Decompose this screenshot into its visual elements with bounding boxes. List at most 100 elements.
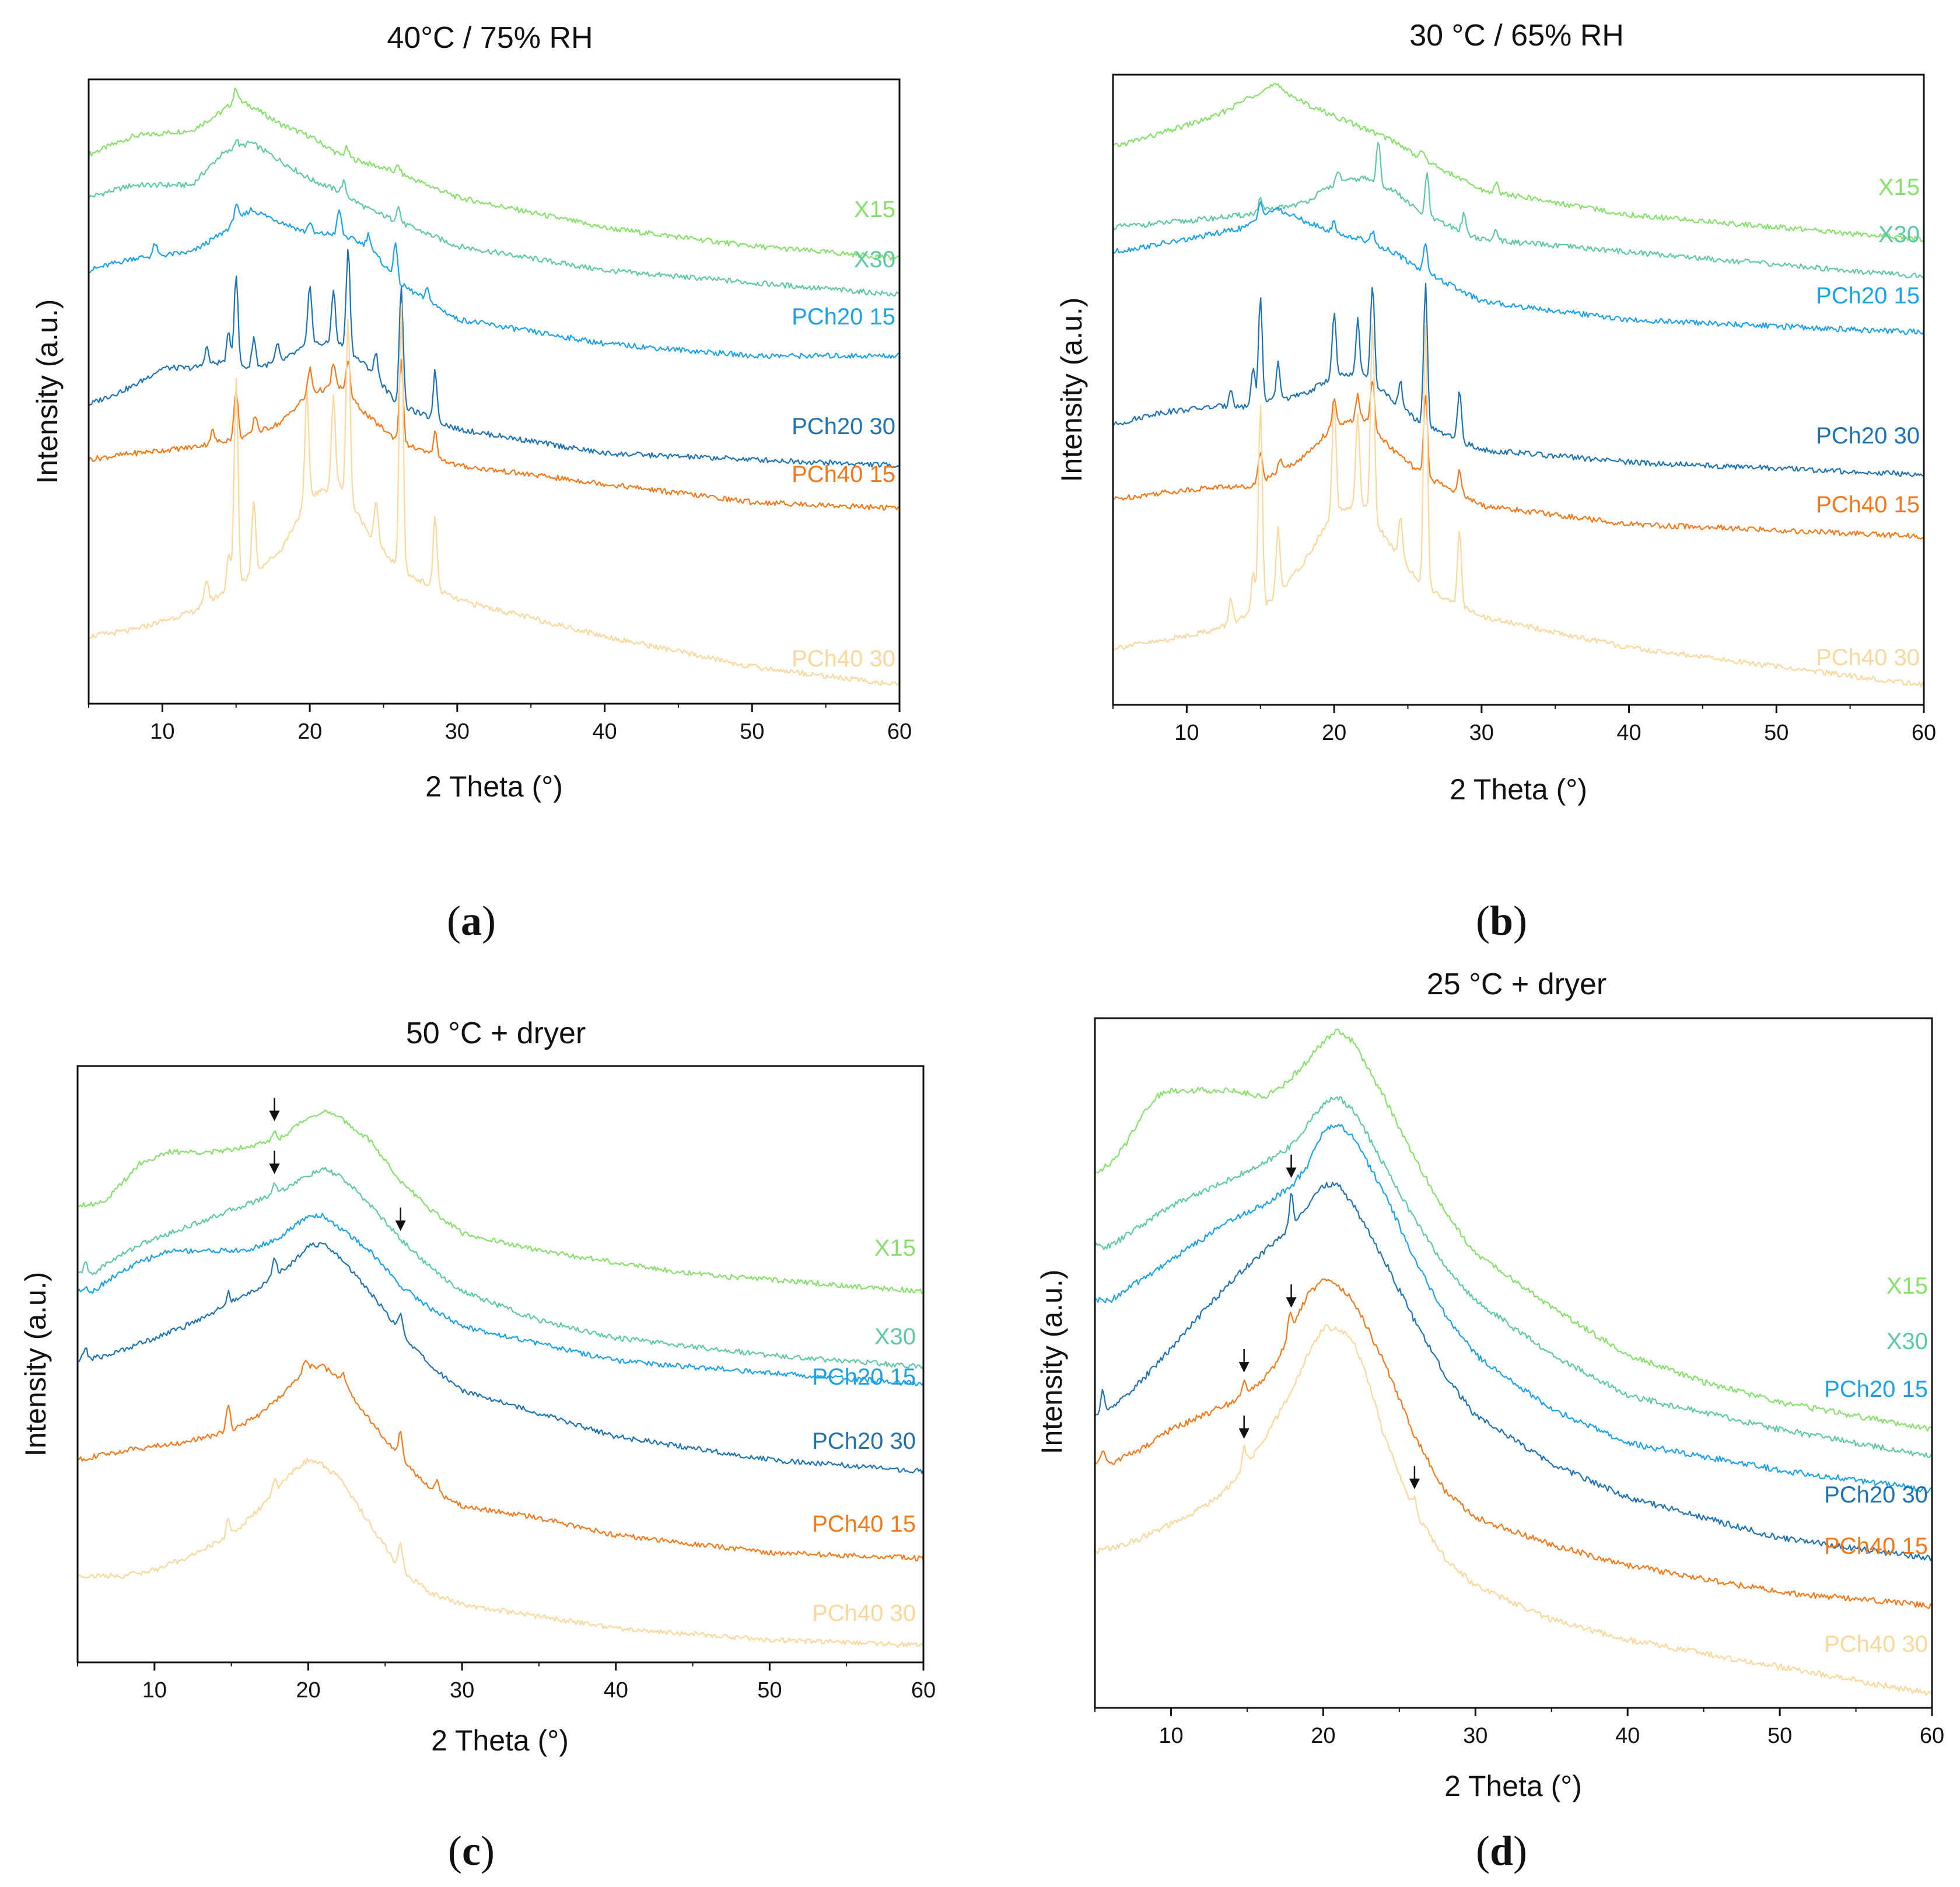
series-line <box>1094 1278 1933 1609</box>
caption-letter: c <box>462 1827 481 1874</box>
series-label: PCh20 15 <box>1824 1376 1928 1402</box>
series-label: PCh20 30 <box>1816 423 1920 449</box>
series-label: X30 <box>874 1324 916 1350</box>
x-tick-label: 40 <box>592 719 617 744</box>
arrow-head <box>1238 1428 1250 1439</box>
series-line <box>88 249 900 469</box>
x-tick-label: 20 <box>1322 721 1346 745</box>
arrow-head <box>1238 1362 1250 1373</box>
plot-area: 10 20 30 40 50 60 X15 X30 PCh20 15 PCh20 30 PCh40 … <box>88 88 912 744</box>
x-tick-label: 50 <box>1764 721 1788 745</box>
series-line <box>1112 142 1924 279</box>
panel-d: 25 °C + dryer 10 20 30 40 50 60 X15 X30 PCh20 15… <box>1035 967 1944 1874</box>
arrow-head <box>1409 1479 1420 1490</box>
arrow-head <box>269 1110 280 1121</box>
series-line <box>77 1212 924 1386</box>
series-line <box>88 203 900 359</box>
series-label: X30 <box>1878 222 1920 247</box>
series-line <box>1094 1182 1933 1561</box>
series-label: PCh40 30 <box>812 1601 916 1626</box>
x-tick-label: 10 <box>1158 1724 1183 1748</box>
panel-title: 25 °C + dryer <box>1427 967 1606 1001</box>
series-line <box>1112 201 1924 336</box>
plot-area: 10 20 30 40 50 60 X15 X30 PCh20 15 PCh20 30 PCh40 … <box>1112 82 1936 745</box>
plot-frame <box>76 1065 925 1664</box>
caption-letter: b <box>1490 897 1513 944</box>
panel-title: 30 °C / 65% RH <box>1409 19 1624 53</box>
x-tick-label: 10 <box>142 1678 167 1703</box>
panel-title: 40°C / 75% RH <box>387 21 593 55</box>
series-label: PCh20 30 <box>792 414 895 439</box>
series-label: X15 <box>1878 174 1920 200</box>
x-tick-label: 20 <box>298 719 322 744</box>
y-axis-label: Intensity (a.u.) <box>31 299 64 484</box>
x-tick-label: 40 <box>1616 721 1641 745</box>
x-tick-label: 40 <box>604 1678 628 1703</box>
series-line <box>77 1109 924 1294</box>
x-tick-label: 10 <box>1174 721 1199 745</box>
panel-a: 40°C / 75% RH 10 20 30 40 50 60 X15 X30 PCh20 15… <box>31 21 912 944</box>
series-line <box>88 88 900 261</box>
x-axis-label: 2 Theta (°) <box>431 1724 569 1757</box>
series-line <box>1094 1096 1933 1459</box>
x-axis-label: 2 Theta (°) <box>425 770 563 803</box>
panel-title: 50 °C + dryer <box>406 1016 586 1050</box>
panel-b: 30 °C / 65% RH 10 20 30 40 50 60 X15 X30 PCh20 1… <box>1055 19 1936 944</box>
x-axis-label: 2 Theta (°) <box>1450 773 1587 806</box>
series-label: PCh40 30 <box>1824 1631 1928 1657</box>
series-line <box>1094 1324 1933 1696</box>
series-label: PCh40 30 <box>792 646 895 672</box>
panel-caption: (d) <box>1476 1827 1527 1874</box>
x-tick-label: 10 <box>150 719 174 744</box>
series-label: PCh20 15 <box>1816 283 1920 309</box>
series-label: PCh20 30 <box>812 1428 916 1454</box>
series-label: PCh40 15 <box>812 1511 916 1537</box>
series-line <box>1112 380 1924 540</box>
series-line <box>88 359 900 511</box>
series-label: PCh40 15 <box>1816 492 1920 518</box>
x-tick-label: 30 <box>1463 1724 1488 1748</box>
series-line <box>77 1458 924 1648</box>
caption-letter: a <box>461 897 482 944</box>
plot-frame <box>88 78 901 705</box>
x-tick-label: 30 <box>450 1678 474 1703</box>
series-label: PCh20 15 <box>792 304 895 330</box>
x-tick-label: 20 <box>1311 1724 1335 1748</box>
series-line <box>77 1360 925 1561</box>
panel-c: 50 °C + dryer 10 20 30 40 50 60 X15 X30 PCh20 15… <box>19 1016 936 1874</box>
series-line <box>88 303 900 686</box>
plot-frame <box>1094 1017 1933 1709</box>
y-axis-label: Intensity (a.u.) <box>1055 298 1088 483</box>
series-label: PCh40 30 <box>1816 645 1920 670</box>
x-tick-label: 60 <box>887 719 912 744</box>
arrow-head <box>269 1163 280 1175</box>
series-line <box>77 1242 925 1474</box>
panel-caption: (c) <box>448 1827 495 1874</box>
panel-caption: (b) <box>1476 897 1527 944</box>
series-line <box>77 1166 924 1369</box>
y-axis-label: Intensity (a.u.) <box>19 1272 52 1457</box>
x-tick-label: 50 <box>740 719 764 744</box>
caption-letter: d <box>1490 1827 1513 1874</box>
x-tick-label: 40 <box>1615 1724 1640 1748</box>
x-tick-label: 60 <box>1912 721 1936 745</box>
series-line <box>1112 82 1924 242</box>
arrow-head <box>395 1220 406 1231</box>
y-axis-label: Intensity (a.u.) <box>1035 1270 1068 1455</box>
series-label: X15 <box>874 1235 916 1261</box>
x-tick-label: 20 <box>296 1678 320 1703</box>
x-tick-label: 30 <box>445 719 470 744</box>
panel-caption: (a) <box>447 897 496 944</box>
series-label: X15 <box>854 197 895 222</box>
series-label: X30 <box>1887 1329 1928 1354</box>
arrow-head <box>1286 1297 1297 1308</box>
plot-frame <box>1112 74 1925 706</box>
series-line <box>1112 323 1924 688</box>
x-tick-label: 60 <box>911 1678 936 1703</box>
series-label: PCh40 15 <box>1824 1533 1928 1559</box>
series-line <box>1094 1123 1932 1494</box>
plot-area: 10 20 30 40 50 60 X15 X30 PCh20 15 PCh20 30 PCh40 … <box>77 1098 936 1703</box>
series-line <box>1112 282 1924 477</box>
series-label: X15 <box>1887 1273 1928 1299</box>
